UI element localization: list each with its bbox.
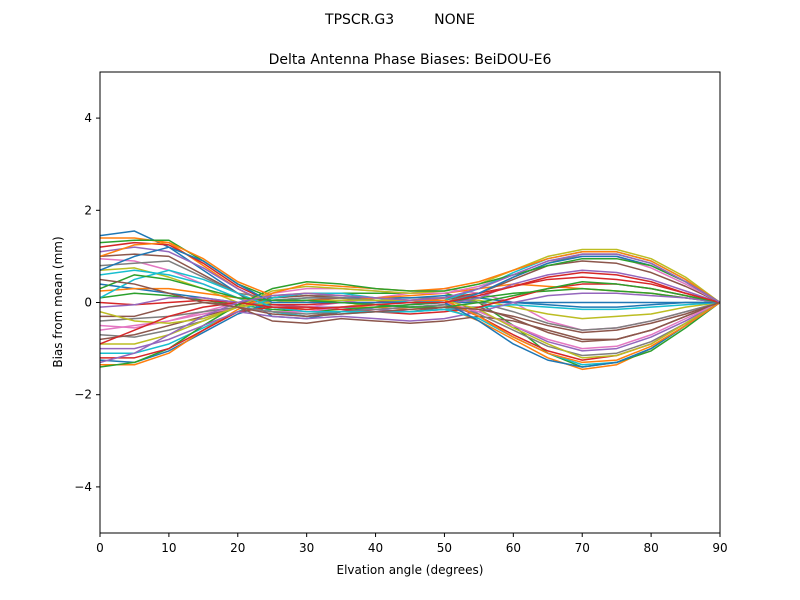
y-tick-label: 0 xyxy=(84,296,92,310)
x-tick-label: 80 xyxy=(643,541,658,555)
y-tick-label: −2 xyxy=(74,388,92,402)
x-tick-label: 50 xyxy=(437,541,452,555)
y-axis: 4 2 0 −2 −4 xyxy=(74,111,100,494)
x-tick-label: 30 xyxy=(299,541,314,555)
series-line-34 xyxy=(100,271,720,345)
y-tick-label: 2 xyxy=(84,203,92,217)
x-tick-label: 10 xyxy=(161,541,176,555)
x-tick-label: 40 xyxy=(368,541,383,555)
x-tick-label: 90 xyxy=(712,541,727,555)
series-line-25 xyxy=(100,292,720,350)
x-tick-label: 70 xyxy=(575,541,590,555)
y-tick-label: 4 xyxy=(84,111,92,125)
y-axis-label: Bias from mean (mm) xyxy=(51,236,65,367)
x-tick-label: 20 xyxy=(230,541,245,555)
chart-title: Delta Antenna Phase Biases: BeiDOU-E6 xyxy=(269,52,552,68)
x-axis-label: Elvation angle (degrees) xyxy=(337,563,484,577)
series-line-36 xyxy=(100,278,720,334)
series-line-35 xyxy=(100,253,720,364)
series-line-19 xyxy=(100,248,720,345)
series-layer xyxy=(100,230,720,371)
y-tick-label: −4 xyxy=(74,480,92,494)
series-line-33 xyxy=(100,274,720,308)
x-tick-label: 0 xyxy=(96,541,104,555)
x-tick-label: 60 xyxy=(506,541,521,555)
x-axis: 0 10 20 30 40 50 60 70 80 90 xyxy=(96,533,728,555)
chart-suptitle: TPSCR.G3 NONE xyxy=(324,12,475,28)
